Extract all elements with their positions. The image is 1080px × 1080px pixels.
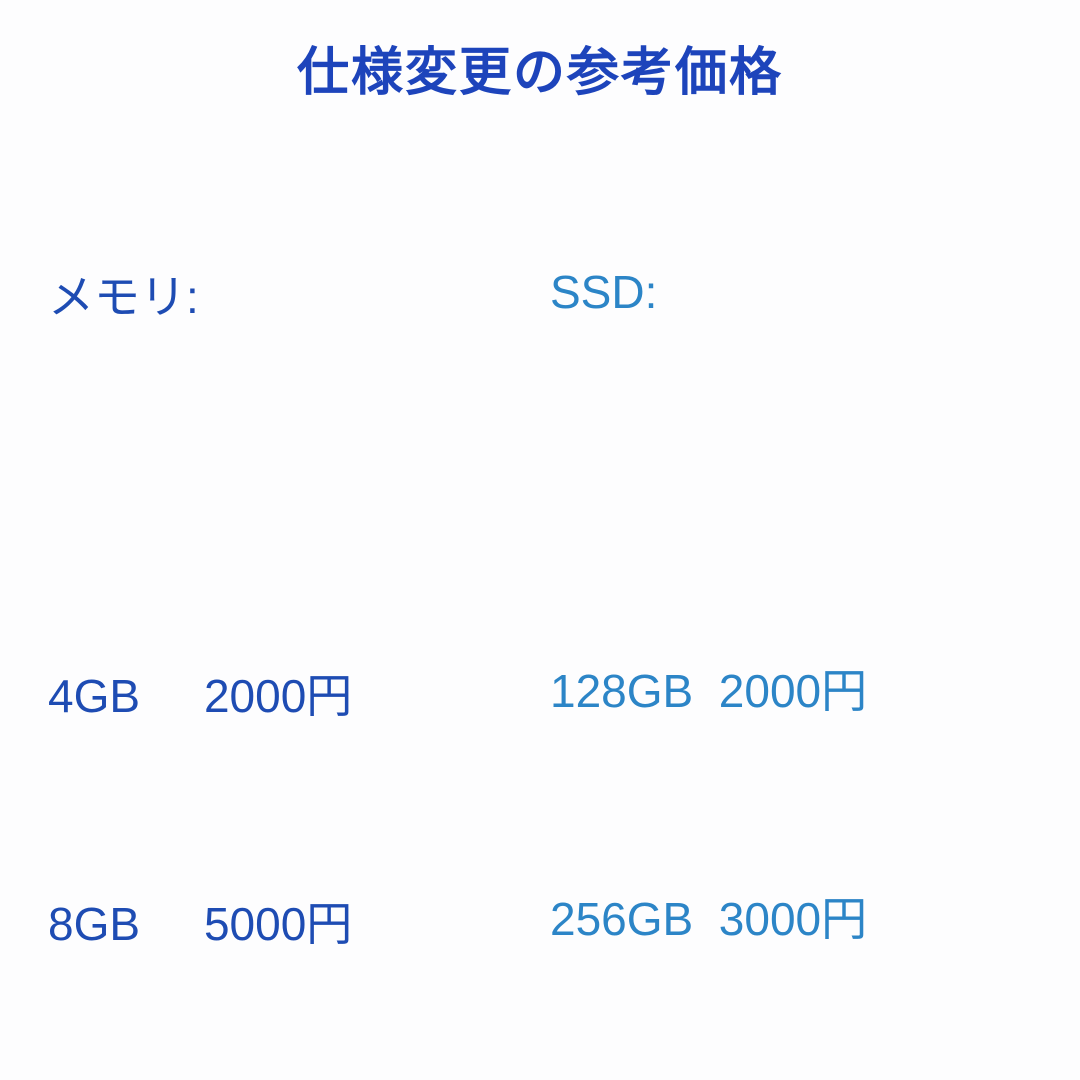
ssd-rows: 128GB 2000円 256GB 3000円 512GB 6000円 1TB … bbox=[550, 435, 905, 1080]
memory-heading: メモリ: bbox=[48, 271, 199, 323]
memory-price-row: 8GB 5000円 bbox=[48, 896, 550, 953]
spec-price: 3000円 bbox=[718, 893, 868, 945]
spec-gap bbox=[693, 893, 719, 945]
ssd-price-row: 256GB 3000円 bbox=[550, 891, 905, 948]
ssd-price-row: 128GB 2000円 bbox=[550, 663, 905, 720]
memory-price-row: 4GB 2000円 bbox=[48, 668, 550, 725]
page-title: 仕様変更の参考価格 bbox=[296, 44, 783, 102]
spec-price: 2000円 bbox=[203, 670, 353, 722]
ssd-heading: SSD: bbox=[550, 266, 658, 318]
spec-gap bbox=[693, 665, 719, 717]
spec-size: 4GB bbox=[48, 670, 141, 722]
spec-price: 5000円 bbox=[203, 898, 353, 950]
spec-gap bbox=[140, 670, 204, 722]
spec-size: 8GB bbox=[48, 898, 141, 950]
price-columns: メモリ: 4GB 2000円 8GB 5000円 16GB 9000円 32GB… bbox=[0, 155, 1080, 1080]
spec-gap bbox=[140, 898, 204, 950]
spec-size: 256GB bbox=[550, 893, 694, 945]
memory-rows: 4GB 2000円 8GB 5000円 16GB 9000円 32GB 1800… bbox=[48, 440, 550, 1080]
spec-price: 2000円 bbox=[718, 665, 868, 717]
memory-price-list: メモリ: 4GB 2000円 8GB 5000円 16GB 9000円 32GB… bbox=[48, 155, 550, 1080]
spec-size: 128GB bbox=[550, 665, 694, 717]
ssd-price-list: SSD: 128GB 2000円 256GB 3000円 512GB 6000円… bbox=[550, 150, 905, 1080]
